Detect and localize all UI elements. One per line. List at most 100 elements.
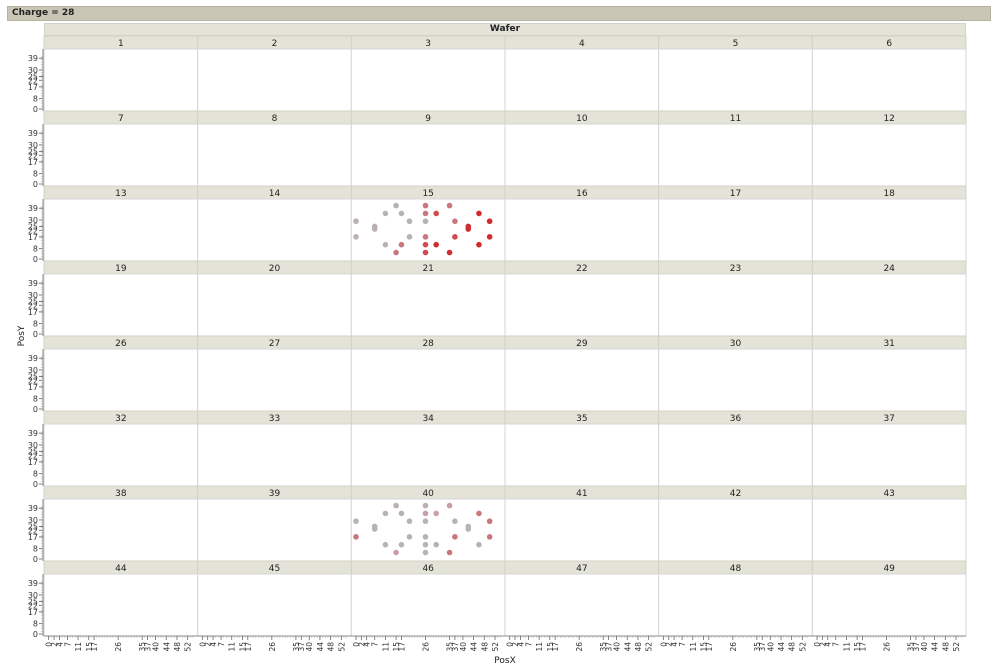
panel-label: 16 xyxy=(576,189,588,199)
data-point xyxy=(353,234,359,240)
y-tick-label: 25 xyxy=(28,147,38,156)
x-tick-label: 35 xyxy=(907,642,916,652)
panel-frame xyxy=(350,348,506,412)
x-tick-label: 4 xyxy=(55,642,64,647)
panel-label: 45 xyxy=(269,564,280,574)
panel-frame xyxy=(658,348,813,412)
panel-label: 14 xyxy=(269,189,281,199)
panel-label: 24 xyxy=(883,264,895,274)
panel-frame xyxy=(197,498,352,562)
y-tick-label: 0 xyxy=(33,630,38,639)
panel-frame xyxy=(350,123,506,187)
data-point xyxy=(465,226,472,232)
x-tick-label: 52 xyxy=(184,642,193,652)
panel-label: 26 xyxy=(115,339,127,349)
x-tick-label: 26 xyxy=(114,642,123,652)
panel-frame xyxy=(811,123,967,187)
x-tick-label: 40 xyxy=(920,642,929,652)
panel-frame xyxy=(197,348,352,412)
panel-label: 36 xyxy=(730,414,742,424)
y-tick-label: 30 xyxy=(28,291,38,300)
data-point xyxy=(406,534,413,540)
panel-label: 27 xyxy=(269,339,280,349)
panel-label: 7 xyxy=(118,114,124,124)
data-point xyxy=(446,202,453,209)
y-tick-label: 39 xyxy=(28,504,38,513)
x-tick-label: 15 xyxy=(546,642,555,652)
x-tick-label: 44 xyxy=(470,642,479,652)
y-tick-label: 25 xyxy=(28,522,38,531)
panel-label: 22 xyxy=(576,264,587,274)
y-tick-label: 8 xyxy=(33,620,38,629)
data-point xyxy=(406,234,413,240)
data-point xyxy=(433,510,439,517)
panel-frame xyxy=(43,198,199,262)
y-tick-label: 22 xyxy=(28,451,38,460)
data-point xyxy=(422,502,429,509)
data-point xyxy=(393,549,399,556)
y-tick-label: 8 xyxy=(33,470,38,479)
data-point xyxy=(422,549,429,556)
x-tick-label: 7 xyxy=(217,642,226,647)
x-tick-label: 52 xyxy=(645,642,654,652)
panel-label: 3 xyxy=(425,39,431,49)
data-point xyxy=(353,534,359,540)
x-tick-label: 48 xyxy=(941,642,950,652)
y-tick-label: 39 xyxy=(28,129,38,138)
x-tick-label: 11 xyxy=(842,642,851,652)
panel-frame xyxy=(658,498,813,562)
panel-label: 37 xyxy=(883,414,894,424)
panel-frame xyxy=(43,573,199,637)
x-tick-label: 44 xyxy=(777,642,786,652)
x-tick-label: 2 xyxy=(50,642,59,647)
x-tick-label: 7 xyxy=(832,642,841,647)
x-tick-label: 15 xyxy=(85,642,94,652)
panel-label: 9 xyxy=(425,114,431,124)
y-tick-label: 8 xyxy=(33,245,38,254)
x-tick-label: 2 xyxy=(357,642,366,647)
data-point xyxy=(486,234,493,240)
panel-label: 10 xyxy=(576,114,588,124)
y-tick-label: 30 xyxy=(28,441,38,450)
y-tick-label: 39 xyxy=(28,429,38,438)
data-point xyxy=(452,234,458,240)
panel-frame xyxy=(197,423,352,487)
filter-bar[interactable]: Charge = 28 xyxy=(7,6,991,21)
y-tick-label: 39 xyxy=(28,279,38,288)
y-tick-label: 22 xyxy=(28,301,38,310)
panel-frame xyxy=(504,273,660,337)
data-point xyxy=(476,541,482,548)
x-tick-label: 35 xyxy=(599,642,608,652)
data-point xyxy=(433,210,439,217)
panel-label: 41 xyxy=(576,489,587,499)
x-tick-label: 11 xyxy=(689,642,698,652)
x-tick-label: 40 xyxy=(459,642,468,652)
panel-frame xyxy=(811,348,967,412)
x-tick-label: 0 xyxy=(45,642,54,647)
data-point xyxy=(422,241,429,248)
y-tick-label: 17 xyxy=(28,158,38,167)
data-point xyxy=(393,502,399,509)
x-tick-label: 48 xyxy=(788,642,797,652)
data-point xyxy=(452,534,458,540)
x-tick-label: 0 xyxy=(813,642,822,647)
panel-frame xyxy=(197,123,352,187)
x-tick-label: 26 xyxy=(422,642,431,652)
x-tick-label: 40 xyxy=(305,642,314,652)
x-tick-label: 40 xyxy=(152,642,161,652)
y-tick-label: 0 xyxy=(33,180,38,189)
panel-label: 43 xyxy=(883,489,894,499)
filter-label: Charge = 28 xyxy=(12,8,75,18)
y-tick-label: 39 xyxy=(28,204,38,213)
panel-frame xyxy=(197,573,352,637)
y-tick-label: 22 xyxy=(28,76,38,85)
y-tick-label: 30 xyxy=(28,216,38,225)
x-tick-label: 11 xyxy=(381,642,390,652)
x-tick-label: 52 xyxy=(491,642,500,652)
panel-frame xyxy=(811,498,967,562)
y-tick-label: 17 xyxy=(28,383,38,392)
panel-label: 12 xyxy=(883,114,894,124)
panel-frame xyxy=(504,198,660,262)
y-tick-label: 17 xyxy=(28,608,38,617)
panel-label: 29 xyxy=(576,339,588,349)
